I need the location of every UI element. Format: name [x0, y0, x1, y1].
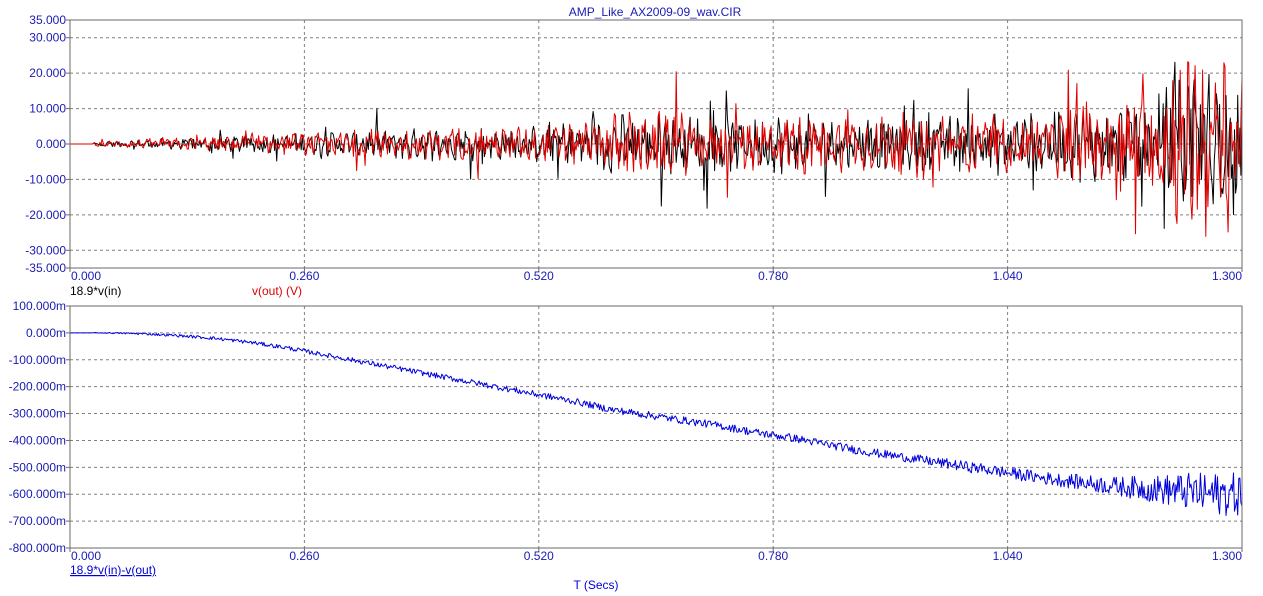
bottom-x-axis: 0.000 0.260 0.520 0.780 1.040 1.300 [69, 548, 1243, 563]
bottom-y-tick-label: -800.000m [9, 541, 66, 555]
top-y-tick-label: 20.000 [29, 66, 66, 80]
top-y-tick-label: 35.000 [29, 13, 66, 27]
bottom-x-tick-label: 0.260 [289, 549, 319, 563]
top-x-tick-label: 0.000 [71, 269, 101, 283]
top-x-tick-label: 1.300 [1212, 269, 1242, 283]
top-x-tick-label: 0.520 [524, 269, 554, 283]
top-plot[interactable]: 35.000 30.000 20.000 10.000 0.000 -10.000 -20.… [25, 13, 1243, 283]
top-traces [70, 61, 1243, 237]
bottom-y-tick-label: 100.000m [13, 299, 66, 313]
top-y-axis: 35.000 30.000 20.000 10.000 0.000 -10.000 -20.… [25, 13, 70, 275]
top-y-tick-label: 30.000 [29, 31, 66, 45]
bottom-x-tick-label: 0.520 [524, 549, 554, 563]
top-y-tick-label: 0.000 [36, 137, 66, 151]
bottom-y-tick-label: -300.000m [9, 407, 66, 421]
trace-18-9-v-in-v-out- [70, 332, 1243, 516]
chart-title: AMP_Like_AX2009-09_wav.CIR [569, 5, 742, 19]
top-grid [70, 20, 1242, 268]
top-y-tick-label: -10.000 [25, 172, 66, 186]
bottom-y-axis: 100.000m 0.000m -100.000m -200.000m -300.000… [9, 299, 70, 555]
legend-label-vin: 18.9*v(in) [70, 284, 121, 298]
top-x-axis: 0.000 0.260 0.520 0.780 1.040 1.300 [69, 268, 1243, 283]
bottom-y-tick-label: -500.000m [9, 460, 66, 474]
bottom-traces [70, 332, 1243, 516]
bottom-y-tick-label: -600.000m [9, 487, 66, 501]
trace-v-out- [70, 61, 1243, 237]
bottom-y-tick-label: -100.000m [9, 353, 66, 367]
bottom-y-tick-label: 0.000m [26, 326, 66, 340]
bottom-x-tick-label: 1.300 [1212, 549, 1242, 563]
bottom-grid [70, 306, 1242, 548]
x-axis-label: T (Secs) [573, 578, 618, 592]
top-y-tick-label: 10.000 [29, 102, 66, 116]
top-y-tick-label: -20.000 [25, 208, 66, 222]
bottom-plot[interactable]: 100.000m 0.000m -100.000m -200.000m -300.000… [9, 299, 1243, 563]
top-y-tick-label: -30.000 [25, 243, 66, 257]
top-plot-frame [69, 19, 1243, 269]
bottom-x-tick-label: 0.000 [71, 549, 101, 563]
legend-label-difference[interactable]: 18.9*v(in)-v(out) [70, 563, 156, 577]
top-x-tick-label: 1.040 [993, 269, 1023, 283]
bottom-x-tick-label: 0.780 [758, 549, 788, 563]
bottom-y-tick-label: -700.000m [9, 514, 66, 528]
legend-label-vout: v(out) (V) [252, 284, 302, 298]
top-x-tick-label: 0.780 [758, 269, 788, 283]
bottom-x-tick-label: 1.040 [993, 549, 1023, 563]
bottom-y-tick-label: -400.000m [9, 433, 66, 447]
top-y-tick-label: -35.000 [25, 261, 66, 275]
bottom-plot-frame [69, 305, 1243, 549]
top-x-tick-label: 0.260 [289, 269, 319, 283]
bottom-y-tick-label: -200.000m [9, 380, 66, 394]
